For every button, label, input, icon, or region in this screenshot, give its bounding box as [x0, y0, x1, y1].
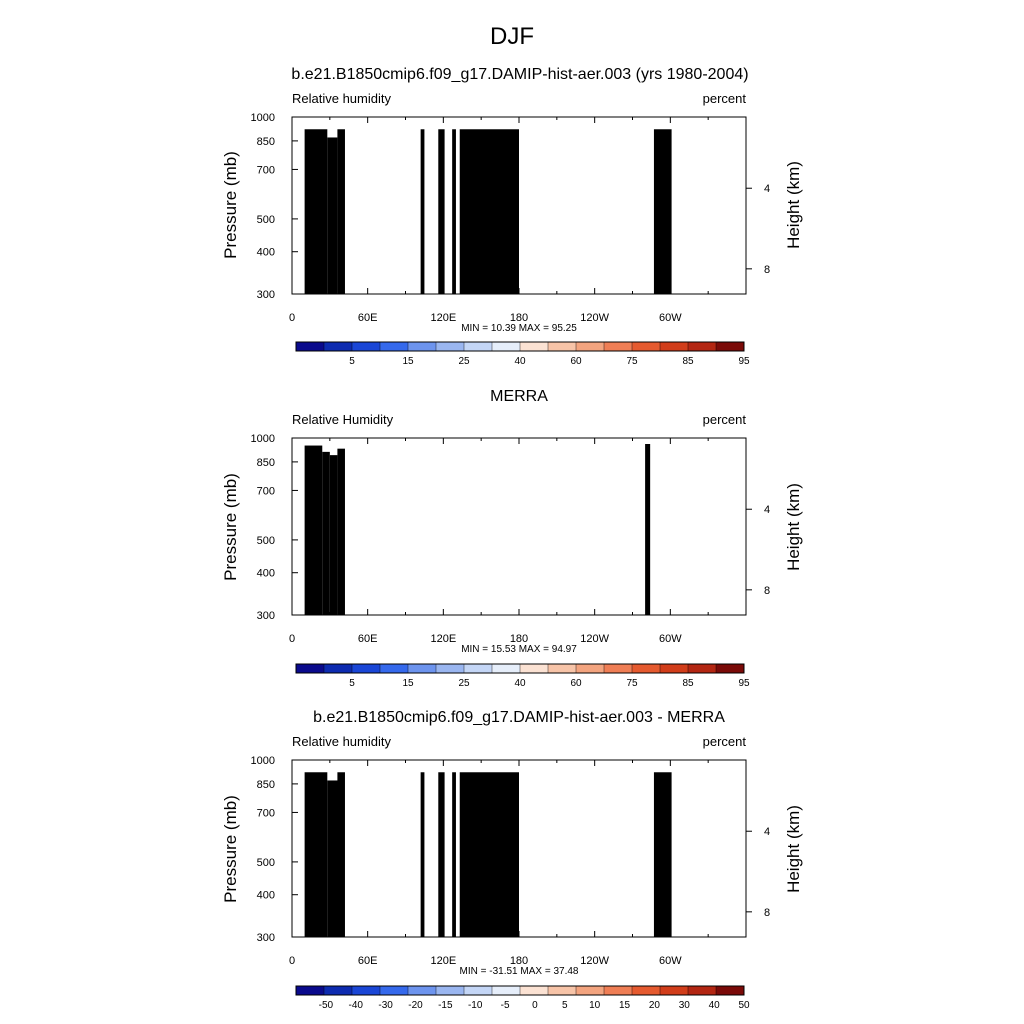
terrain-block: [304, 129, 328, 294]
colorbar-label: 60: [570, 356, 582, 367]
colorbar-swatch: [715, 341, 745, 352]
panel-1-left-label: Relative humidity: [292, 91, 391, 106]
terrain-block: [420, 129, 425, 294]
figure-title: DJF: [490, 23, 534, 50]
colorbar-swatch: [687, 341, 717, 352]
colorbar-swatch: [295, 341, 325, 352]
colorbar-label: 95: [738, 356, 750, 367]
terrain-block: [452, 129, 456, 294]
y-right-tick-label: 8: [764, 264, 770, 276]
colorbar-label: 85: [682, 356, 694, 367]
x-tick-label: 60W: [659, 312, 682, 324]
colorbar-swatch: [435, 341, 465, 352]
x-tick-label: 180: [510, 312, 528, 324]
colorbar-swatch: [491, 341, 521, 352]
colorbar-label: 25: [458, 356, 470, 367]
x-tick-label: 60E: [358, 312, 378, 324]
panel-1-ylabel: Pressure (mb): [221, 151, 240, 259]
colorbar-swatch: [547, 341, 577, 352]
colorbar-swatch: [379, 341, 409, 352]
y-tick-label: 700: [257, 164, 275, 176]
colorbar-label: 40: [514, 356, 526, 367]
colorbar-label: 15: [402, 356, 414, 367]
panel-2-left-label: Relative Humidity: [292, 412, 394, 427]
terrain-block: [337, 129, 345, 294]
panel-1-right-label: percent: [703, 91, 747, 106]
panel-2-title: MERRA: [490, 388, 548, 405]
y-tick-label: 400: [257, 247, 275, 259]
colorbar-swatch: [407, 341, 437, 352]
panel-2: MERRA Relative Humidity percent 0 60E 120E…: [221, 388, 803, 689]
y-tick-label: 850: [257, 136, 275, 148]
y-tick-label: 500: [257, 214, 275, 226]
colorbar-swatch: [519, 341, 549, 352]
terrain-block: [327, 137, 338, 294]
x-tick-label: 120W: [580, 312, 609, 324]
colorbar-swatch: [323, 341, 353, 352]
colorbar-frame: [295, 341, 745, 352]
panel-1-plot: 0 60E 120E 180 120W 60W 300 400 500 700 850 1000 8 4: [251, 112, 771, 324]
terrain-block: [438, 129, 445, 294]
y-right-tick-label: 4: [764, 183, 770, 195]
panel-1-stats: MIN = 10.39 MAX = 95.25: [461, 323, 577, 334]
x-tick-label: 120E: [430, 312, 456, 324]
colorbar-swatch: [463, 341, 493, 352]
colorbar-label: 5: [349, 356, 355, 367]
colorbar-swatch: [351, 341, 381, 352]
y-tick-label: 1000: [251, 112, 275, 124]
panel-1-ylabel-right: Height (km): [784, 161, 803, 249]
y-tick-label: 300: [257, 289, 275, 301]
colorbar-label: 75: [626, 356, 638, 367]
terrain-block: [459, 129, 519, 294]
colorbar-swatch: [631, 341, 661, 352]
terrain-block: [653, 129, 672, 294]
panel-1-title: b.e21.B1850cmip6.f09_g17.DAMIP-hist-aer.…: [291, 66, 748, 83]
panel-1-colorbar: 5 15 25 40 60 75 85 95: [295, 341, 750, 367]
colorbar-swatch: [575, 341, 605, 352]
panel-2-right-label: percent: [703, 412, 747, 427]
colorbar-swatch: [659, 341, 689, 352]
panel-1: b.e21.B1850cmip6.f09_g17.DAMIP-hist-aer.…: [221, 66, 803, 367]
colorbar-swatch: [603, 341, 633, 352]
x-tick-label: 0: [289, 312, 295, 324]
